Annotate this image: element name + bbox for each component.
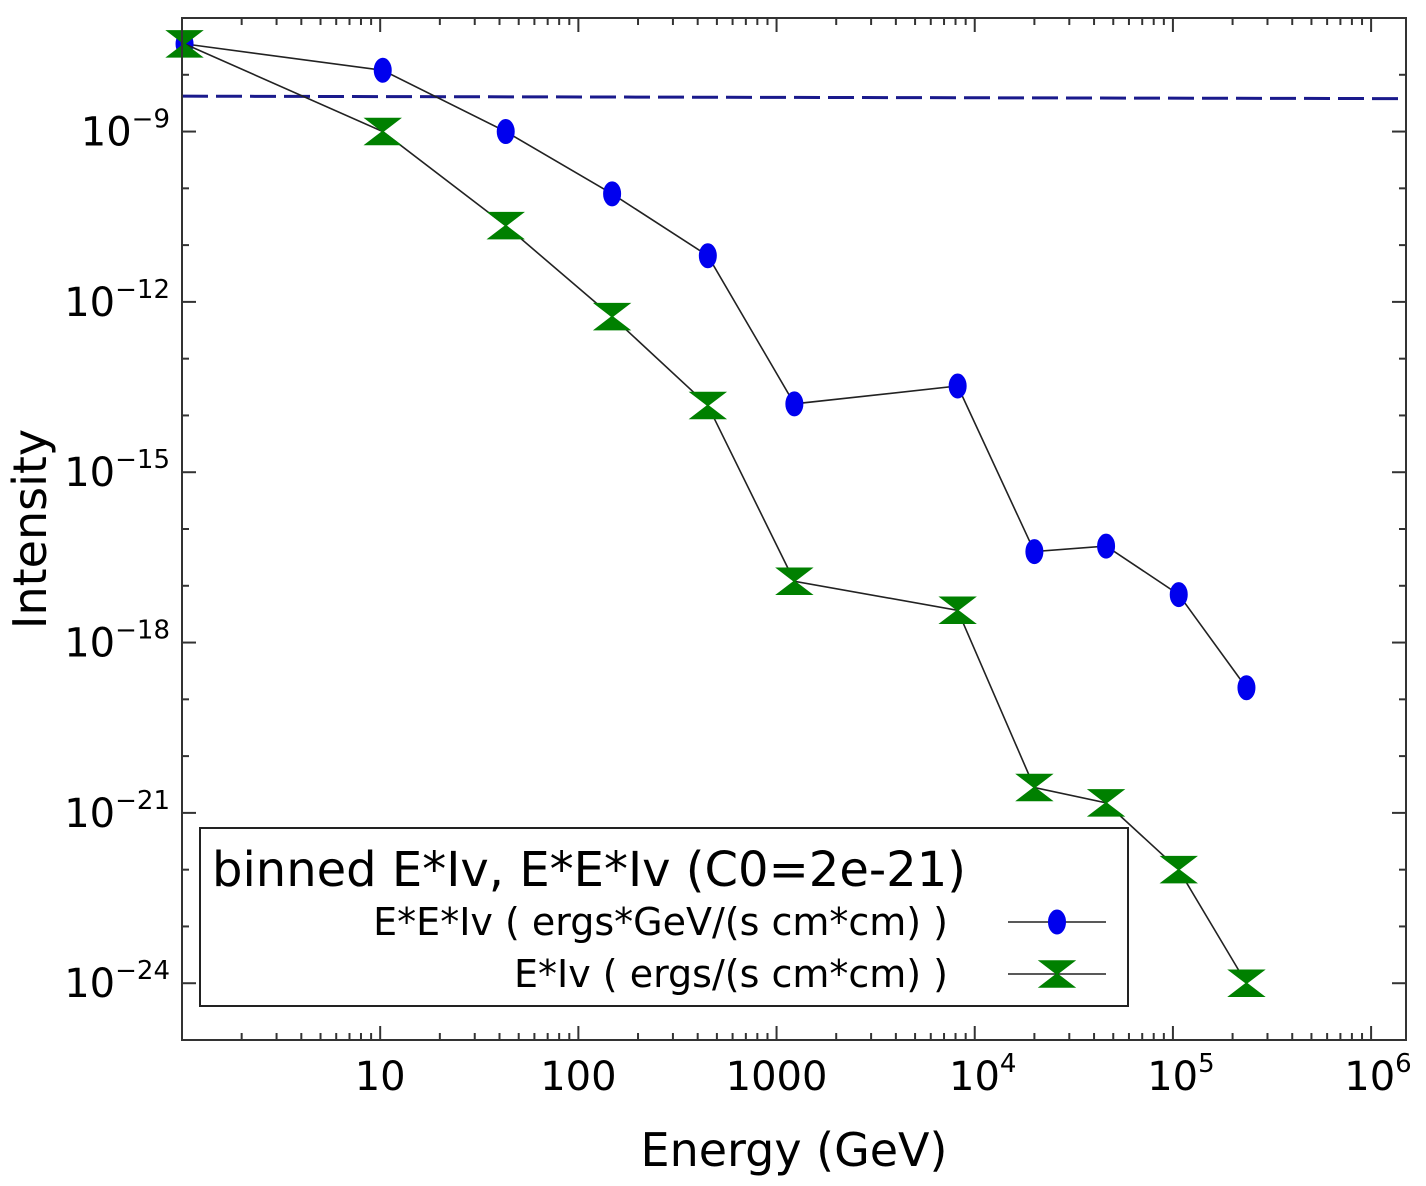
data-point bbox=[1086, 789, 1126, 817]
x-axis-label: Energy (GeV) bbox=[641, 1123, 948, 1177]
x-tick-label: 104 bbox=[949, 1049, 1016, 1100]
x-tick-label: 1000 bbox=[726, 1054, 828, 1100]
data-point bbox=[1237, 675, 1256, 701]
x-tick-label: 100 bbox=[540, 1054, 616, 1100]
y-tick-label: 10−15 bbox=[64, 445, 170, 496]
legend-entries: E*E*Iv ( ergs*GeV/(s cm*cm) ) E*Iv ( ergs… bbox=[373, 900, 1106, 996]
data-point bbox=[592, 302, 632, 331]
data-point bbox=[938, 596, 977, 625]
data-point bbox=[698, 243, 717, 269]
legend-label: E*Iv ( ergs/(s cm*cm) ) bbox=[514, 952, 948, 996]
data-point bbox=[363, 117, 402, 146]
data-point bbox=[775, 567, 814, 596]
plot-area bbox=[181, 17, 1407, 1041]
data-point bbox=[1048, 909, 1066, 935]
data-point bbox=[1025, 539, 1044, 565]
data-point bbox=[373, 57, 392, 83]
data-point bbox=[1097, 533, 1116, 559]
legend-label: E*E*Iv ( ergs*GeV/(s cm*cm) ) bbox=[373, 900, 948, 944]
data-point bbox=[1037, 960, 1077, 988]
data-point bbox=[1015, 773, 1054, 802]
legend-title: binned E*Iv, E*E*Iv (C0=2e-21) bbox=[212, 842, 966, 898]
y-tick-label: 10−9 bbox=[81, 105, 170, 156]
data-point bbox=[1169, 582, 1188, 608]
reference-line bbox=[181, 94, 1407, 101]
y-tick-label: 10−18 bbox=[64, 616, 170, 667]
y-tick-label: 10−12 bbox=[64, 275, 170, 326]
series-1 bbox=[175, 31, 1256, 701]
legend-box bbox=[199, 827, 1129, 1007]
x-tick-label: 105 bbox=[1147, 1049, 1214, 1100]
y-tick-label: 10−24 bbox=[64, 956, 170, 1007]
data-point bbox=[165, 30, 204, 58]
data-point bbox=[603, 181, 622, 207]
x-tick-label: 10 bbox=[355, 1054, 406, 1100]
y-tick-labels: 10−9 10−12 10−15 10−18 10−21 10−24 bbox=[64, 105, 170, 1008]
data-point bbox=[1159, 855, 1198, 884]
x-tick-labels: 10 100 1000 104 105 106 bbox=[355, 1049, 1412, 1100]
y-tick-label: 10−21 bbox=[64, 786, 170, 837]
axis-ticks bbox=[181, 17, 1406, 1041]
series-group bbox=[165, 30, 1266, 997]
reference-dashed-line bbox=[181, 94, 1407, 101]
legend: binned E*Iv, E*E*Iv (C0=2e-21) E*E*Iv ( … bbox=[199, 827, 1129, 1007]
series-line bbox=[184, 43, 1248, 689]
data-point bbox=[1227, 969, 1266, 997]
data-point bbox=[486, 211, 525, 240]
data-point bbox=[785, 391, 804, 417]
x-tick-label: 106 bbox=[1344, 1049, 1411, 1100]
data-point bbox=[688, 391, 728, 420]
data-point bbox=[948, 373, 967, 399]
data-point bbox=[496, 119, 515, 145]
y-axis-label: Intensity bbox=[3, 429, 57, 629]
series-2 bbox=[165, 30, 1266, 997]
